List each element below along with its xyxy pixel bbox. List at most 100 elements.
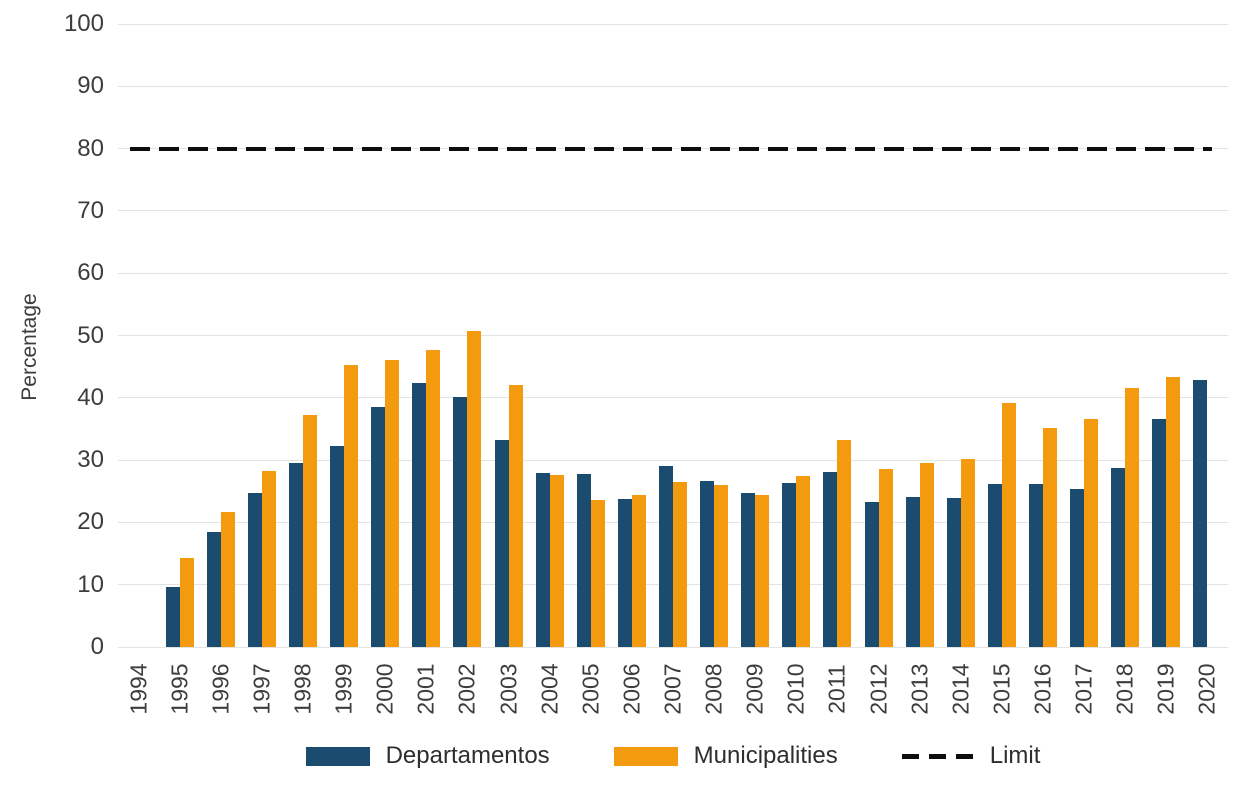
bar-municipalities-2007 [673,481,687,647]
gridline-40 [118,397,1228,399]
bar-departamentos-2014 [946,498,961,647]
bar-departamentos-2012 [864,501,879,647]
x-tick-label-2008: 2008 [700,663,727,715]
gridline-30 [118,459,1228,461]
legend-item-limit: Limit [901,742,1041,770]
bar-departamentos-2019 [1152,418,1167,647]
gridline-50 [118,335,1228,336]
bar-departamentos-1997 [247,492,262,647]
bar-departamentos-1998 [289,463,303,647]
legend-label-departamentos: Departamentos [385,742,550,769]
bar-municipalities-2008 [714,485,729,647]
bar-municipalities-2017 [1084,418,1099,647]
bar-municipalities-1997 [261,471,276,647]
x-tick-label-2012: 2012 [865,663,892,715]
y-tick-label-30: 30 [77,446,104,474]
bar-municipalities-2002 [467,330,482,647]
y-tick-label-60: 60 [77,259,104,287]
x-tick-label-2002: 2002 [453,663,480,715]
y-tick-label-40: 40 [77,383,104,411]
bar-municipalities-1996 [220,511,235,647]
x-tick-label-1995: 1995 [166,663,193,715]
x-tick-label-1999: 1999 [330,663,357,715]
bar-departamentos-2000 [371,407,386,647]
gridline-70 [118,210,1228,212]
bar-municipalities-2011 [837,440,852,647]
bar-municipalities-2005 [590,499,605,647]
bar-municipalities-2006 [631,495,646,647]
bar-municipalities-1999 [344,364,359,647]
gridline-90 [118,85,1228,87]
bar-municipalities-1998 [303,414,317,647]
x-tick-label-1997: 1997 [248,663,275,715]
plot-area [118,23,1228,648]
x-tick-label-2009: 2009 [741,663,768,715]
x-tick-label-2013: 2013 [906,663,933,715]
bar-departamentos-2003 [494,439,509,647]
x-tick-label-1998: 1998 [289,663,316,715]
y-tick-label-20: 20 [77,508,104,536]
bar-departamentos-2001 [412,382,427,647]
bar-municipalities-2015 [1001,403,1016,647]
bar-municipalities-2012 [878,468,893,647]
bar-municipalities-2009 [755,495,770,647]
gridline-100 [118,23,1228,25]
legend-label-municipalities: Municipalities [693,742,838,769]
bar-municipalities-2000 [385,360,400,647]
bar-municipalities-2013 [919,463,934,647]
bar-departamentos-2013 [905,497,920,647]
x-tick-label-2003: 2003 [495,663,522,715]
x-tick-label-2005: 2005 [577,663,604,715]
x-tick-label-1994: 1994 [125,663,152,715]
y-tick-label-80: 80 [77,134,104,162]
y-tick-label-100: 100 [63,10,104,37]
bar-departamentos-2020 [1193,379,1208,647]
x-tick-label-2019: 2019 [1152,663,1179,715]
bar-municipalities-2010 [796,476,811,647]
x-tick-label-2007: 2007 [659,663,686,715]
bar-departamentos-2008 [700,480,715,647]
x-tick-label-2018: 2018 [1111,663,1138,715]
gridline-0 [118,646,1228,648]
legend-item-municipalities: Municipalities [613,742,838,770]
bar-departamentos-2007 [659,465,673,647]
x-tick-label-2017: 2017 [1070,663,1097,715]
x-tick-label-2001: 2001 [412,663,439,715]
x-tick-label-1996: 1996 [207,663,234,715]
bar-departamentos-2009 [741,492,756,647]
y-tick-label-70: 70 [77,196,104,224]
bar-departamentos-2004 [535,472,550,647]
bar-departamentos-1996 [206,532,221,647]
x-tick-label-2011: 2011 [823,664,850,714]
bar-municipalities-2019 [1166,376,1181,647]
departamentos-swatch-icon [305,746,370,766]
x-tick-label-2016: 2016 [1029,663,1056,715]
x-tick-label-2020: 2020 [1193,663,1220,715]
x-tick-label-2000: 2000 [371,663,398,715]
bar-departamentos-2016 [1029,484,1043,647]
x-tick-label-2015: 2015 [988,663,1015,715]
bar-municipalities-2014 [960,459,975,647]
limit-dash-icon [901,753,974,759]
x-tick-label-2004: 2004 [536,663,563,715]
bar-municipalities-2003 [508,384,523,647]
bar-departamentos-2010 [782,483,797,647]
y-tick-label-90: 90 [77,72,104,100]
bar-municipalities-2016 [1043,427,1057,647]
gridline-60 [118,272,1228,274]
bar-municipalities-2018 [1125,388,1140,647]
bar-departamentos-1995 [165,587,180,647]
legend-label-limit: Limit [989,742,1041,769]
legend: Departamentos Municipalities Limit [118,742,1228,770]
bar-municipalities-1995 [179,557,194,647]
bar-departamentos-2011 [823,471,838,647]
x-tick-label-2010: 2010 [782,663,809,715]
bar-departamentos-1999 [330,445,345,647]
x-tick-label-2006: 2006 [618,663,645,715]
bar-departamentos-2005 [576,474,591,647]
y-tick-label-10: 10 [77,570,104,598]
x-tick-label-2014: 2014 [947,663,974,715]
bar-municipalities-2001 [426,349,441,647]
bar-municipalities-2004 [549,475,564,647]
